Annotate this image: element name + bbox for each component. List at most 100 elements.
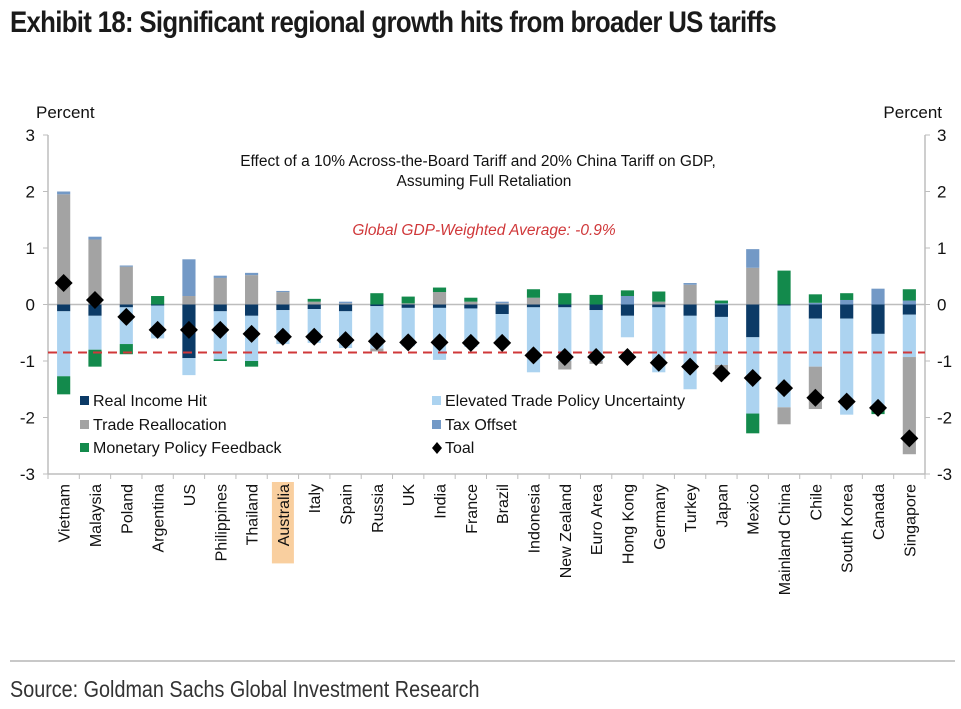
x-tick-label: Poland <box>119 484 136 534</box>
bar-stack <box>213 275 227 361</box>
total-marker <box>587 348 606 367</box>
bar-segment-monetary-policy-feedback <box>401 296 415 304</box>
stacked-bar-chart: Percent Percent Effect of a 10% Across-t… <box>20 103 952 595</box>
total-marker <box>305 327 324 346</box>
bar-segment-real-income-hit <box>620 304 635 316</box>
y-tick-label-right: 0 <box>937 296 946 315</box>
total-marker <box>399 333 418 352</box>
legend-item: Trade Reallocation <box>80 417 227 434</box>
bar-segment-trade-reallocation <box>902 357 916 455</box>
bar-segment-tax-offset <box>902 300 916 305</box>
legend-swatch <box>80 420 89 429</box>
bar-segment-real-income-hit <box>871 304 885 334</box>
bar-segment-real-income-hit <box>432 304 447 308</box>
bar-segment-monetary-policy-feedback <box>151 296 165 305</box>
total-marker <box>148 320 167 339</box>
bar-segment-real-income-hit <box>808 304 822 319</box>
bar-segment-monetary-policy-feedback <box>245 361 259 367</box>
bar-segment-real-income-hit <box>245 304 259 316</box>
total-marker <box>367 332 386 351</box>
bar-segment-monetary-policy-feedback <box>370 293 384 305</box>
bar-segment-trade-reallocation <box>307 301 321 305</box>
total-marker <box>85 290 104 309</box>
bar-segment-real-income-hit <box>746 304 760 338</box>
bar-stack <box>746 249 760 434</box>
x-tick-label: Euro Area <box>589 484 606 555</box>
bar-segment-tax-offset <box>182 259 196 297</box>
x-tick-label: Chile <box>808 484 825 521</box>
legend-item: Real Income Hit <box>80 393 207 410</box>
bar-segment-monetary-policy-feedback <box>902 289 916 301</box>
y-tick-label-right: 1 <box>937 239 946 258</box>
x-tick-label: Spain <box>339 484 356 525</box>
bar-segment-real-income-hit <box>338 304 353 312</box>
legend-item: Elevated Trade Policy Uncertainty <box>432 393 685 410</box>
legend-swatch <box>432 420 441 429</box>
bar-segment-trade-reallocation <box>245 275 259 305</box>
y-tick-label-left: 0 <box>26 296 35 315</box>
total-marker <box>273 327 292 346</box>
bar-segment-monetary-policy-feedback <box>57 376 71 395</box>
bar-segment-monetary-policy-feedback <box>808 294 822 303</box>
bar-segment-tax-offset <box>119 265 133 267</box>
legend-label: Elevated Trade Policy Uncertainty <box>445 393 685 410</box>
bar-segment-tax-offset <box>276 290 290 293</box>
bar-segment-tax-offset <box>495 301 509 304</box>
bar-segment-elevated-trade-policy-uncertainty <box>589 310 603 361</box>
bar-segment-monetary-policy-feedback <box>777 270 791 305</box>
bar-segment-monetary-policy-feedback <box>558 293 572 305</box>
total-marker <box>806 388 825 407</box>
total-marker <box>336 331 355 350</box>
x-tick-label: Singapore <box>902 484 919 557</box>
bar-segment-monetary-policy-feedback <box>589 294 603 305</box>
bar-segment-trade-reallocation <box>652 301 666 305</box>
chart-subtitle: Assuming Full Retaliation <box>397 173 572 190</box>
bar-segment-real-income-hit <box>57 304 71 312</box>
legend-label: Monetary Policy Feedback <box>93 440 283 457</box>
x-tick-label: Canada <box>871 484 888 540</box>
bar-segment-monetary-policy-feedback <box>652 291 666 302</box>
y-tick-label-right: -2 <box>937 409 952 428</box>
bar-segment-tax-offset <box>871 288 885 305</box>
bar-segment-monetary-policy-feedback <box>464 297 478 302</box>
bar-segment-trade-reallocation <box>464 301 478 305</box>
x-tick-label: Thailand <box>245 484 262 545</box>
bar-segment-elevated-trade-policy-uncertainty <box>558 307 572 361</box>
footer-divider <box>10 660 955 662</box>
bar-segment-monetary-policy-feedback <box>526 289 541 298</box>
bar-segment-real-income-hit <box>276 304 290 311</box>
bar-segment-elevated-trade-policy-uncertainty <box>777 305 791 408</box>
x-tick-label: Turkey <box>683 484 700 532</box>
chart-title: Effect of a 10% Across-the-Board Tariff … <box>240 153 716 170</box>
x-tick-label: South Korea <box>840 484 857 573</box>
total-marker <box>681 357 700 376</box>
legend-item: Tax Offset <box>432 417 517 434</box>
total-marker <box>242 324 261 343</box>
bar-segment-elevated-trade-policy-uncertainty <box>620 315 635 338</box>
legend-label: Toal <box>445 440 474 457</box>
bar-segment-tax-offset <box>746 249 760 268</box>
total-marker <box>461 333 480 352</box>
bar-segment-real-income-hit <box>151 304 165 306</box>
bar-segment-elevated-trade-policy-uncertainty <box>808 318 822 367</box>
x-tick-label: Mainland China <box>777 484 794 595</box>
bar-segment-trade-reallocation <box>338 303 353 305</box>
x-tick-label: Germany <box>652 484 669 550</box>
bar-segment-tax-offset <box>683 283 697 285</box>
bar-segment-real-income-hit <box>589 304 603 311</box>
y-axis-label-right: Percent <box>883 103 942 122</box>
total-marker <box>900 429 919 448</box>
x-tick-label: India <box>433 484 450 519</box>
bar-segment-trade-reallocation <box>119 266 133 305</box>
bar-segment-elevated-trade-policy-uncertainty <box>714 316 728 365</box>
bar-segment-monetary-policy-feedback <box>88 349 102 367</box>
bar-segment-elevated-trade-policy-uncertainty <box>652 307 666 373</box>
source-note: Source: Goldman Sachs Global Investment … <box>10 676 480 702</box>
bar-segment-tax-offset <box>57 191 71 195</box>
bar-segment-real-income-hit <box>88 304 102 316</box>
total-marker <box>743 368 762 387</box>
x-tick-label: Brazil <box>495 484 512 524</box>
bar-segment-monetary-policy-feedback <box>432 287 447 293</box>
bar-segment-trade-reallocation <box>432 292 447 305</box>
bar-segment-tax-offset <box>714 303 728 305</box>
